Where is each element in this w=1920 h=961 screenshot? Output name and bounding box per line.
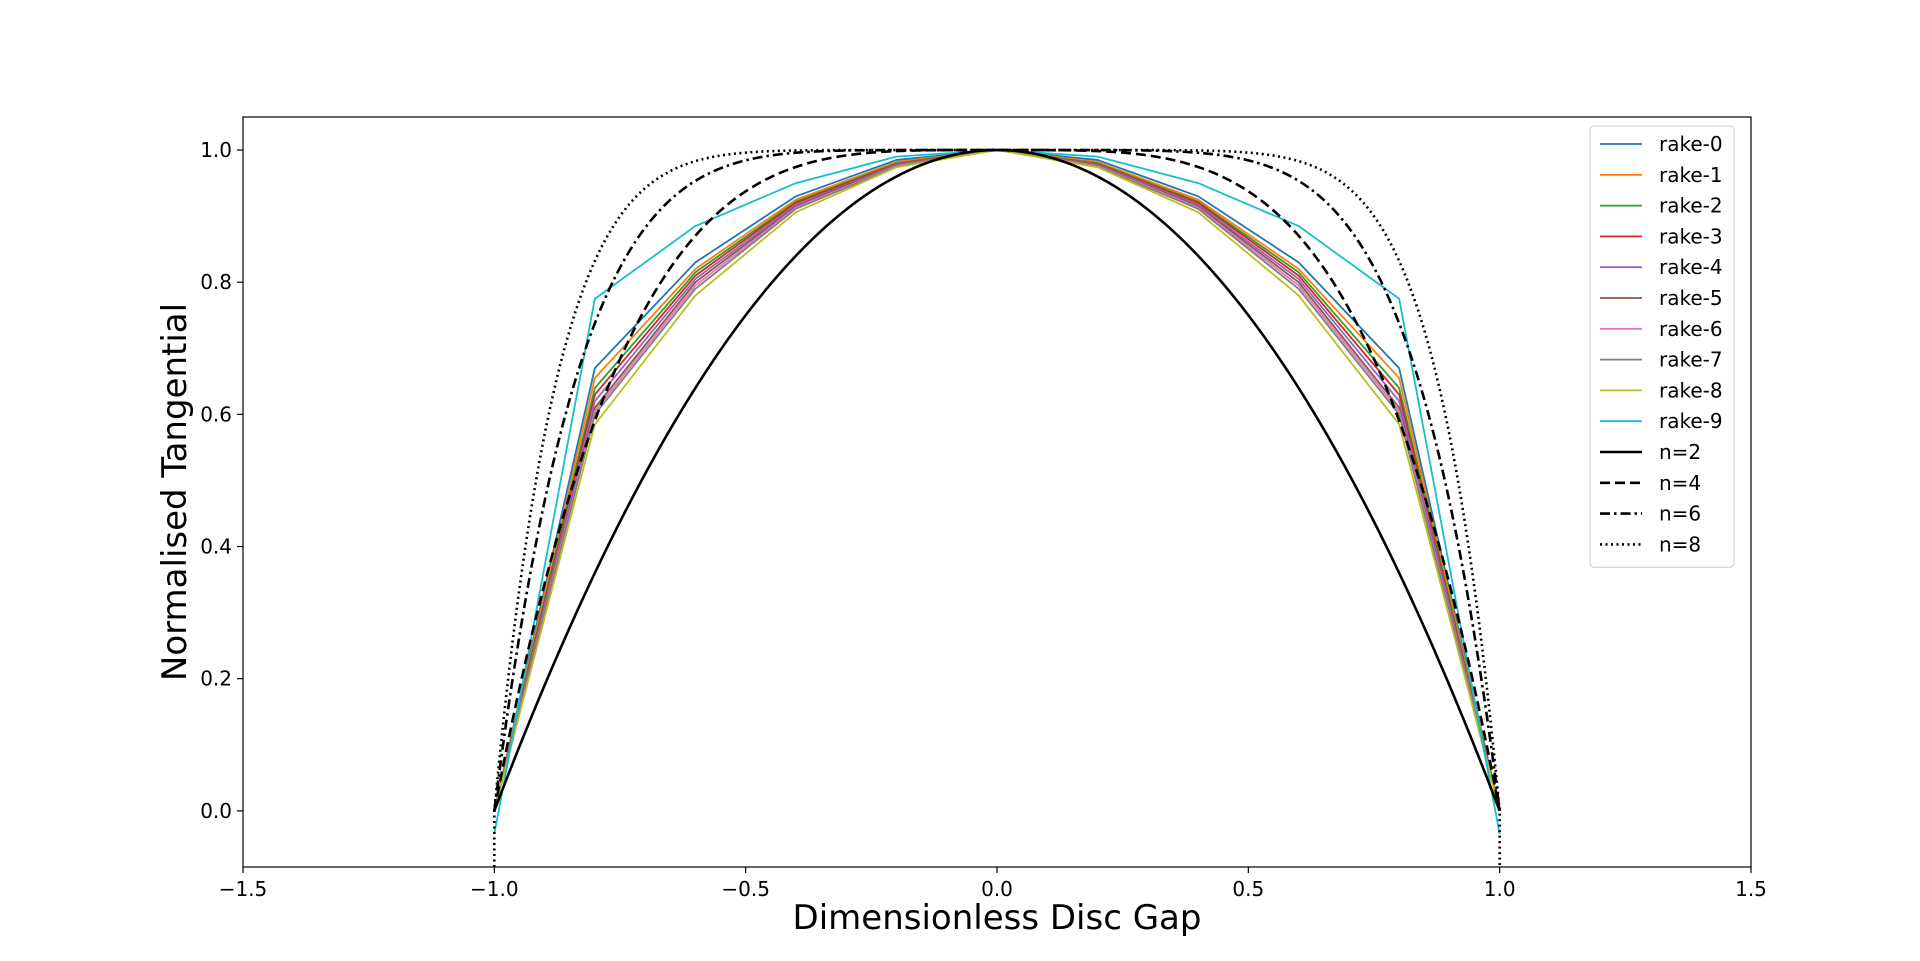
legend: rake-0 rake-1 rake-2 rake-3 rake-4 rake-5 rake… — [1589, 125, 1735, 568]
x-tick-label: 0.5 — [1232, 877, 1264, 901]
legend-label-rake-1: rake-1 — [1659, 163, 1723, 187]
series-line-rake-2 — [493, 149, 1501, 812]
series-line-rake-9 — [493, 149, 1501, 835]
y-tick-label: 0.2 — [200, 667, 232, 691]
x-axis-title: Dimensionless Disc Gap — [793, 898, 1202, 938]
y-tick-label: 0.4 — [200, 535, 232, 559]
x-axis: −1.5 −1.0 −0.5 0.0 0.5 1.0 1.5 — [219, 867, 1767, 901]
legend-label-rake-9: rake-9 — [1659, 409, 1723, 433]
legend-label-rake-5: rake-5 — [1659, 286, 1723, 310]
legend-label-n=8: n=8 — [1659, 532, 1701, 556]
series-line-rake-4 — [493, 149, 1501, 812]
x-tick-label: 0.0 — [981, 877, 1013, 901]
y-tick-label: 0.0 — [200, 799, 232, 823]
legend-label-rake-0: rake-0 — [1659, 132, 1723, 156]
series-line-rake-0 — [493, 149, 1501, 812]
series-line-n=8 — [493, 148, 1501, 867]
series-line-n=4 — [493, 148, 1501, 812]
y-axis: 0.0 0.2 0.4 0.6 0.8 1.0 — [200, 138, 243, 823]
x-tick-label: −1.0 — [470, 877, 519, 901]
legend-label-rake-7: rake-7 — [1659, 348, 1723, 372]
series-line-rake-1 — [493, 149, 1501, 812]
series-line-rake-6 — [493, 149, 1501, 812]
legend-label-rake-6: rake-6 — [1659, 317, 1723, 341]
y-tick-label: 0.6 — [200, 402, 232, 426]
series-line-n=2 — [493, 148, 1501, 812]
x-tick-label: 1.5 — [1735, 877, 1767, 901]
legend-label-rake-4: rake-4 — [1659, 255, 1723, 279]
plot-frame — [242, 116, 1752, 868]
series-line-rake-7 — [493, 149, 1501, 812]
legend-label-n=2: n=2 — [1659, 440, 1701, 464]
x-tick-label: −0.5 — [721, 877, 770, 901]
x-tick-label: 1.0 — [1484, 877, 1516, 901]
plot-lines — [493, 148, 1501, 867]
legend-label-rake-2: rake-2 — [1659, 194, 1723, 218]
legend-label-rake-8: rake-8 — [1659, 378, 1723, 402]
legend-label-n=6: n=6 — [1659, 502, 1701, 526]
x-tick-label: −1.5 — [219, 877, 268, 901]
series-line-rake-8 — [493, 149, 1501, 812]
legend-label-n=4: n=4 — [1659, 471, 1701, 495]
y-tick-label: 1.0 — [200, 138, 232, 162]
y-tick-label: 0.8 — [200, 270, 232, 294]
series-line-rake-5 — [493, 149, 1501, 812]
series-line-n=6 — [493, 148, 1501, 811]
series-line-rake-3 — [493, 149, 1501, 812]
legend-label-rake-3: rake-3 — [1659, 224, 1723, 248]
y-axis-title: Normalised Tangential — [155, 303, 195, 681]
